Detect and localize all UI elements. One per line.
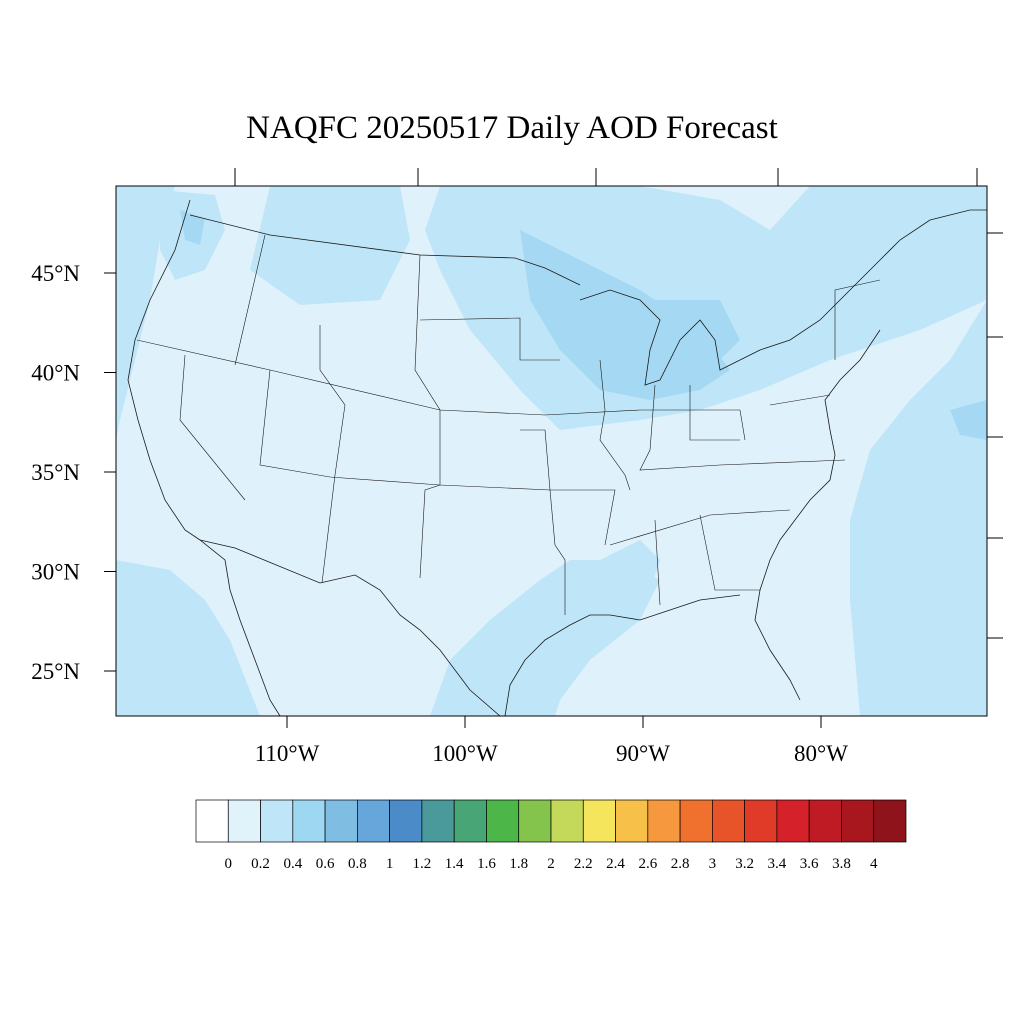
colorbar-label: 1 xyxy=(386,856,394,872)
contour-gulf xyxy=(430,560,660,716)
colorbar-label: 4 xyxy=(870,856,878,872)
colorbar-label: 1.8 xyxy=(509,856,528,872)
colorbar-label: 0.2 xyxy=(251,856,270,872)
colorbar-label: 1.2 xyxy=(413,856,432,872)
colorbar-label: 2.8 xyxy=(671,856,690,872)
colorbar-swatch xyxy=(260,799,294,843)
colorbar-swatch xyxy=(453,799,487,843)
map-panel xyxy=(115,185,988,717)
colorbar-swatch xyxy=(744,799,778,843)
lon-tick-label: 90°W xyxy=(616,741,670,766)
contour-north-plains xyxy=(250,186,410,305)
coastline-gulf xyxy=(504,594,741,716)
colorbar-label: 1.6 xyxy=(477,856,496,872)
colorbar-swatch xyxy=(615,799,649,843)
state-lines xyxy=(136,234,881,615)
colorbar-label: 3 xyxy=(709,856,717,872)
boundaries xyxy=(127,199,987,716)
colorbar-label: 3.2 xyxy=(735,856,754,872)
colorbar-swatch xyxy=(486,799,520,843)
colorbar-swatch xyxy=(873,799,907,843)
coastline-east xyxy=(754,329,881,701)
colorbar-swatch xyxy=(582,799,616,843)
mexico-border xyxy=(199,539,501,716)
colorbar-swatch xyxy=(841,799,875,843)
colorbar-swatch xyxy=(324,799,358,843)
contour-gulf-east xyxy=(600,540,660,590)
contour-atlantic-core xyxy=(950,400,987,440)
latitude-axis: 45°N 40°N 35°N 30°N 25°N xyxy=(31,232,1003,684)
colorbar-label: 2.6 xyxy=(638,856,657,872)
lon-tick-label: 80°W xyxy=(794,741,848,766)
colorbar-swatch xyxy=(195,799,229,843)
colorbar xyxy=(195,799,907,843)
chart-title: NAQFC 20250517 Daily AOD Forecast xyxy=(246,110,778,146)
colorbar-label: 0.6 xyxy=(316,856,335,872)
colorbar-swatch xyxy=(292,799,326,843)
colorbar-swatch xyxy=(647,799,681,843)
canada-border xyxy=(189,214,581,286)
colorbar-label: 2 xyxy=(547,856,555,872)
contour-east-coast xyxy=(850,300,987,716)
colorbar-swatch xyxy=(357,799,390,843)
colorbar-labels: 0 0.2 0.4 0.6 0.8 1 1.2 1.4 1.6 1.8 2 2.2 2.4 2.6 2.8 3… xyxy=(225,856,878,872)
colorbar-swatch xyxy=(227,799,261,843)
colorbar-swatch xyxy=(712,799,745,843)
colorbar-swatch xyxy=(518,799,552,843)
colorbar-label: 2.4 xyxy=(606,856,625,872)
colorbar-label: 2.2 xyxy=(574,856,593,872)
coastline-west xyxy=(127,199,281,716)
lat-tick-label: 35°N xyxy=(31,460,80,485)
lat-tick-label: 30°N xyxy=(31,560,80,585)
colorbar-label: 0.8 xyxy=(348,856,367,872)
colorbar-swatch xyxy=(421,799,455,843)
colorbar-label: 1.4 xyxy=(445,856,464,872)
contour-pnw-core xyxy=(180,210,205,245)
aod-contours xyxy=(116,186,987,716)
colorbar-label: 0 xyxy=(225,856,233,872)
longitude-axis: 110°W 100°W 90°W 80°W xyxy=(234,168,978,766)
colorbar-label: 3.8 xyxy=(832,856,851,872)
lat-tick-label: 45°N xyxy=(31,261,80,286)
lon-tick-label: 110°W xyxy=(255,741,320,766)
colorbar-swatch xyxy=(550,799,584,843)
colorbar-label: 3.6 xyxy=(800,856,819,872)
colorbar-swatch xyxy=(808,799,842,843)
colorbar-label: 3.4 xyxy=(768,856,787,872)
great-lakes-shore xyxy=(579,209,987,386)
colorbar-swatch xyxy=(776,799,810,843)
colorbar-swatch xyxy=(679,799,713,843)
colorbar-label: 0.4 xyxy=(283,856,302,872)
contour-pacific-sw xyxy=(116,560,260,716)
lat-tick-label: 40°N xyxy=(31,361,80,386)
lon-tick-label: 100°W xyxy=(432,741,498,766)
lat-tick-label: 25°N xyxy=(31,659,80,684)
colorbar-swatch xyxy=(389,799,423,843)
map-frame xyxy=(115,185,988,717)
